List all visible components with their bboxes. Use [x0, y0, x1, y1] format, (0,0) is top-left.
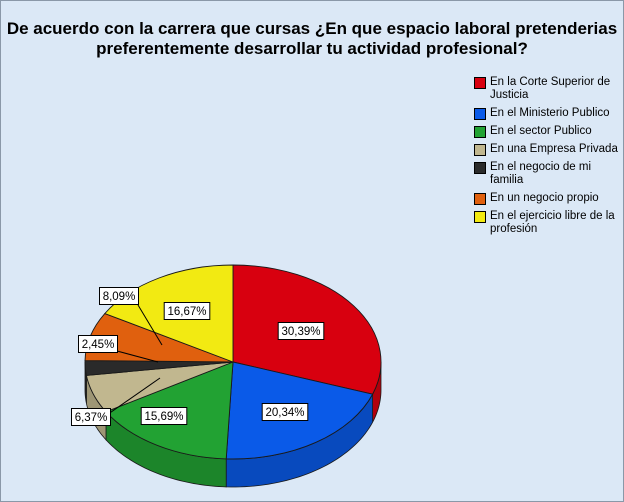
legend-label: En el sector Publico	[490, 125, 592, 137]
data-label: 8,09%	[103, 291, 136, 303]
legend-item: En un negocio propio	[474, 192, 624, 205]
legend-swatch	[474, 211, 486, 223]
data-label-box	[78, 335, 118, 353]
leader-line	[137, 304, 163, 346]
legend-swatch	[474, 193, 486, 205]
data-label-box	[140, 407, 188, 425]
data-label: 30,39%	[281, 326, 320, 338]
chart-legend: En la Corte Superior de Justicia En el Mi…	[474, 76, 624, 241]
data-label: 15,69%	[144, 411, 183, 423]
legend-swatch	[474, 108, 486, 120]
leader-line	[116, 350, 159, 363]
legend-label: En un negocio propio	[490, 192, 599, 204]
data-label-box	[261, 403, 309, 421]
legend-item: En el ejercicio libre de la profesión	[474, 210, 624, 236]
data-label-box	[163, 302, 211, 320]
legend-label: En la Corte Superior de Justicia	[490, 76, 611, 101]
data-label: 2,45%	[82, 339, 115, 351]
data-label-box	[71, 408, 111, 426]
legend-item: En el Ministerio Publico	[474, 107, 624, 120]
chart-title: De acuerdo con la carrera que cursas ¿En…	[0, 19, 624, 59]
legend-item: En el sector Publico	[474, 125, 624, 138]
chart-title-line-2: preferentemente desarrollar tu actividad…	[96, 39, 528, 58]
legend-label: En el ejercicio libre de la profesión	[490, 210, 615, 235]
data-label-box	[277, 322, 325, 340]
legend-item: En una Empresa Privada	[474, 143, 624, 156]
leader-line	[103, 377, 161, 418]
data-label: 6,37%	[75, 412, 108, 424]
legend-item: En el negocio de mi familia	[474, 161, 624, 187]
data-label: 20,34%	[265, 407, 304, 419]
legend-swatch	[474, 77, 486, 89]
legend-label: En una Empresa Privada	[490, 143, 618, 155]
legend-label: En el Ministerio Publico	[490, 107, 610, 119]
legend-item: En la Corte Superior de Justicia	[474, 76, 624, 102]
legend-swatch	[474, 144, 486, 156]
pie-data-labels: 30,39% 20,34% 15,69% 6,37% 2,45% 8,09% 16,67%	[71, 287, 325, 426]
legend-swatch	[474, 126, 486, 138]
chart-title-line-1: De acuerdo con la carrera que cursas ¿En…	[6, 19, 618, 38]
data-label: 16,67%	[167, 306, 206, 318]
legend-label: En el negocio de mi familia	[490, 161, 592, 186]
legend-swatch	[474, 162, 486, 174]
data-label-box	[99, 287, 139, 305]
